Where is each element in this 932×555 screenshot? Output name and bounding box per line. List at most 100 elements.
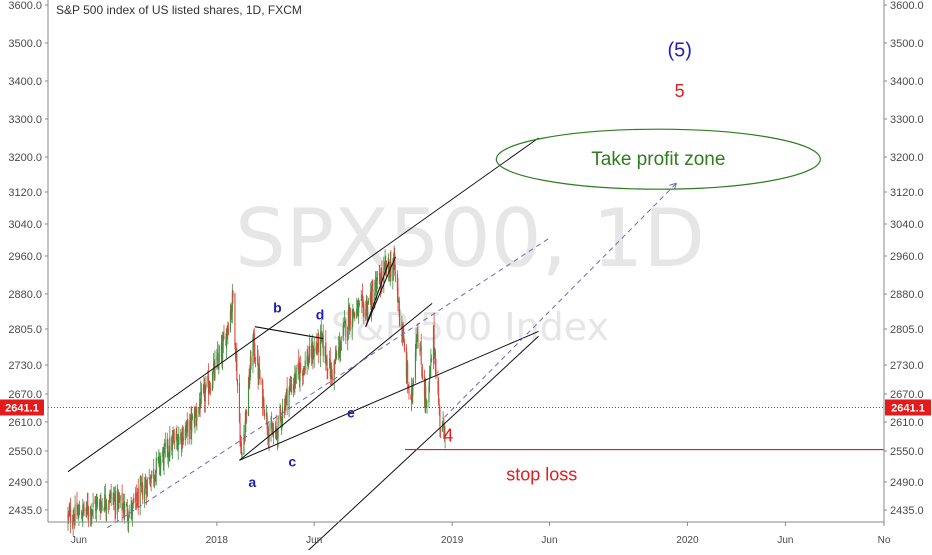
candle-body [204, 386, 206, 402]
candle-body [109, 493, 111, 502]
candle-body [261, 381, 263, 383]
candle-body [318, 334, 320, 353]
candle-body [146, 479, 148, 497]
candle-body [286, 388, 288, 406]
candle-body [217, 365, 219, 368]
candle-body [171, 438, 173, 451]
candle-body [216, 352, 219, 363]
candle-body [135, 492, 137, 502]
candle-body [149, 478, 151, 484]
candle-body [106, 505, 108, 511]
candle-body [434, 351, 436, 372]
candle-body [312, 347, 314, 361]
candle-body [78, 509, 80, 514]
y-tick-label-left: 2960.0 [8, 251, 42, 263]
y-tick-label-left: 2610.0 [8, 417, 42, 429]
candle-body [117, 498, 119, 507]
candle-body [324, 345, 326, 357]
candle-body [308, 358, 310, 361]
candle-body [362, 299, 364, 305]
candle-body [257, 359, 259, 378]
wave-label-b: b [273, 300, 282, 316]
candle-body [169, 437, 171, 458]
candle-body [423, 377, 425, 398]
candle-body [250, 357, 252, 370]
candle-body [376, 280, 378, 293]
candle-body [153, 477, 155, 479]
y-tick-label-left: 3300.0 [8, 114, 42, 126]
candle-body [356, 308, 358, 319]
candle-body [396, 274, 398, 292]
y-tick-label-left: 3040.0 [8, 219, 42, 231]
candle-body [149, 484, 152, 486]
y-tick-label-left: 2730.0 [8, 360, 42, 372]
candle-body [252, 336, 254, 367]
candle-body [166, 439, 168, 449]
candle-body [118, 498, 121, 502]
candle-body [240, 442, 242, 455]
candle-body [392, 267, 394, 281]
candle-body [94, 499, 96, 504]
x-tick-label: Jun [777, 535, 793, 546]
wave-label-d: d [316, 307, 325, 323]
candle-body [86, 502, 88, 507]
candle-body [338, 342, 340, 347]
candle-body [340, 348, 342, 352]
y-tick-label-right: 2490.0 [890, 477, 924, 489]
candle-body [424, 388, 426, 401]
candle-body [203, 385, 205, 388]
candle-body [177, 438, 179, 450]
candle-body [420, 348, 422, 352]
y-tick-label-left: 2435.0 [8, 505, 42, 517]
candle-body [430, 358, 433, 363]
candle-body [365, 302, 367, 311]
candle-body [432, 325, 434, 360]
candle-body [347, 309, 349, 330]
y-tick-label-right: 2610.0 [890, 417, 924, 429]
candle-body [248, 374, 250, 386]
candle-body [140, 483, 142, 485]
candle-body [231, 308, 233, 316]
candle-body [294, 372, 296, 386]
candle-body [70, 508, 72, 524]
candle-body [402, 334, 404, 343]
candle-body [290, 387, 292, 389]
candle-body [344, 321, 346, 323]
candle-body [289, 383, 291, 385]
y-tick-label-left: 3600.0 [8, 0, 42, 12]
candle-body [249, 375, 251, 385]
candle-body [369, 295, 371, 301]
candle-body [209, 387, 211, 391]
candle-body [374, 292, 376, 307]
candle-body [254, 354, 256, 360]
candle-body [249, 356, 251, 377]
candle-body [141, 482, 143, 487]
candle-body [378, 274, 380, 276]
candle-body [69, 510, 71, 515]
candle-body [108, 502, 110, 504]
candle-body [214, 361, 216, 379]
candle-body [131, 502, 133, 515]
candle-body [194, 410, 196, 426]
candle-body [164, 443, 166, 449]
y-tick-label-left: 3500.0 [8, 38, 42, 50]
y-tick-label-right: 3040.0 [890, 219, 924, 231]
candle-body [171, 437, 173, 451]
candle-body [425, 386, 427, 402]
candle-body [361, 298, 363, 301]
channel-line [239, 302, 433, 461]
candle-body [406, 364, 408, 379]
candle-body [354, 313, 356, 316]
candle-body [389, 269, 391, 279]
candle-body [119, 495, 121, 501]
candle-body [313, 356, 315, 359]
candle-body [144, 488, 146, 503]
candle-body [128, 518, 130, 524]
candle-body [398, 300, 400, 317]
current-price-tag-right [885, 399, 931, 416]
candle-body [151, 470, 153, 477]
candle-body [114, 498, 116, 512]
candle-body [247, 377, 250, 416]
